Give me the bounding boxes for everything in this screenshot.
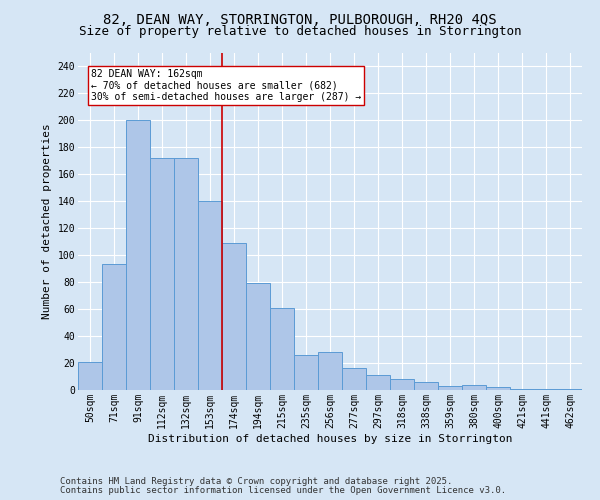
Text: Contains public sector information licensed under the Open Government Licence v3: Contains public sector information licen…: [60, 486, 506, 495]
Bar: [438, 386, 462, 390]
Bar: [486, 388, 510, 390]
Bar: [174, 158, 198, 390]
Bar: [294, 355, 318, 390]
Bar: [462, 384, 486, 390]
Bar: [102, 264, 126, 390]
Y-axis label: Number of detached properties: Number of detached properties: [42, 124, 52, 319]
Bar: [222, 243, 246, 390]
Bar: [414, 382, 438, 390]
Bar: [342, 368, 366, 390]
Bar: [318, 352, 342, 390]
Text: Contains HM Land Registry data © Crown copyright and database right 2025.: Contains HM Land Registry data © Crown c…: [60, 477, 452, 486]
Bar: [198, 201, 222, 390]
X-axis label: Distribution of detached houses by size in Storrington: Distribution of detached houses by size …: [148, 434, 512, 444]
Bar: [78, 362, 102, 390]
Bar: [246, 284, 270, 390]
Bar: [126, 120, 150, 390]
Bar: [534, 388, 558, 390]
Bar: [150, 158, 174, 390]
Bar: [366, 375, 390, 390]
Text: 82 DEAN WAY: 162sqm
← 70% of detached houses are smaller (682)
30% of semi-detac: 82 DEAN WAY: 162sqm ← 70% of detached ho…: [91, 68, 361, 102]
Bar: [558, 388, 582, 390]
Bar: [270, 308, 294, 390]
Text: Size of property relative to detached houses in Storrington: Size of property relative to detached ho…: [79, 25, 521, 38]
Bar: [390, 379, 414, 390]
Text: 82, DEAN WAY, STORRINGTON, PULBOROUGH, RH20 4QS: 82, DEAN WAY, STORRINGTON, PULBOROUGH, R…: [103, 12, 497, 26]
Bar: [510, 388, 534, 390]
